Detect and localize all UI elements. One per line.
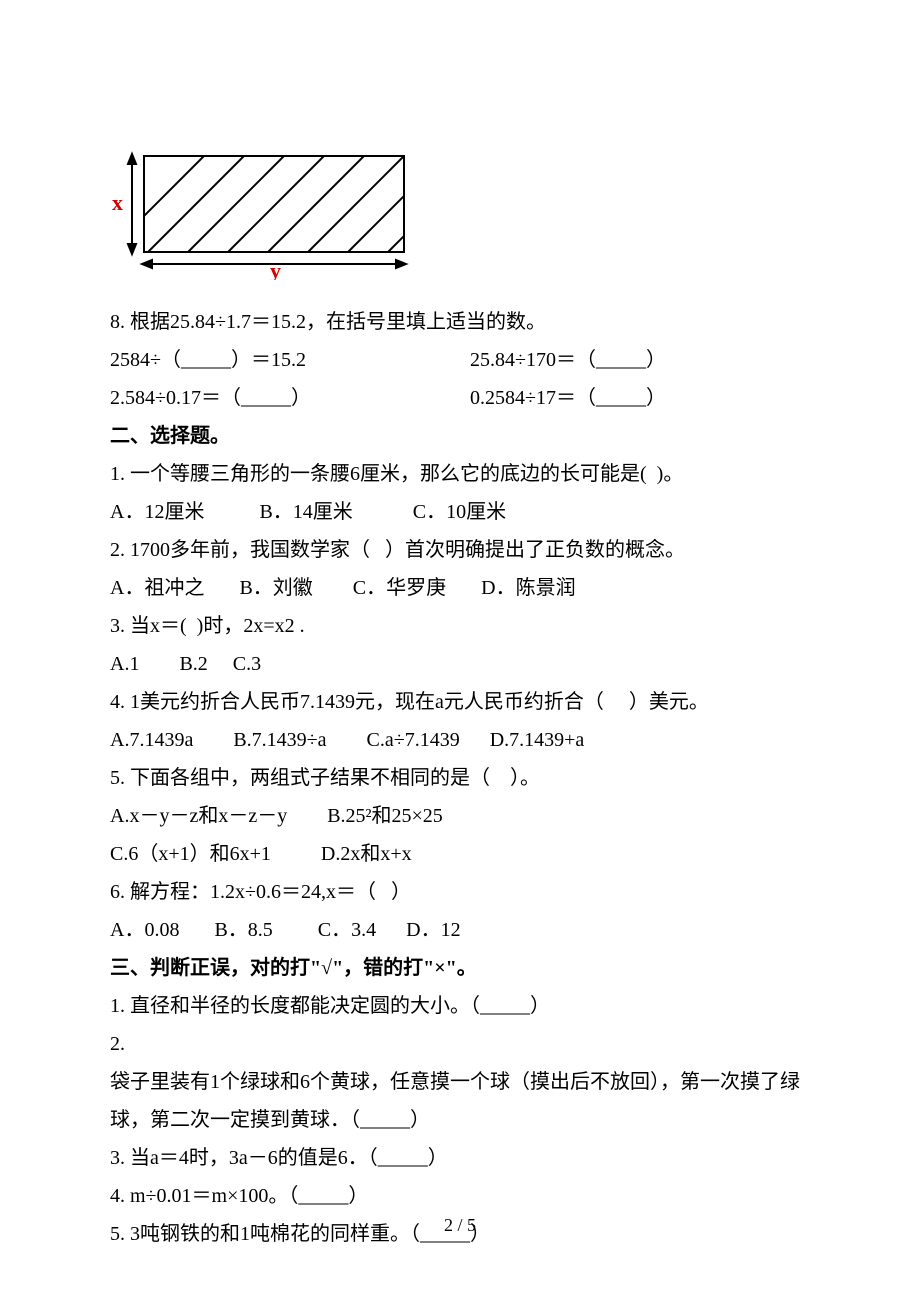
s2-item-3: 2. 1700多年前，我国数学家（ ）首次明确提出了正负数的概念。 xyxy=(110,531,810,569)
q8-text: 8. 根据25.84÷1.7＝15.2，在括号里填上适当的数。 xyxy=(110,303,810,341)
page-footer: 2 / 5 xyxy=(0,1208,920,1242)
s2-item-7: 4. 1美元约折合人民币7.1439元，现在a元人民币约折合（ ）美元。 xyxy=(110,683,810,721)
s2-item-1: 1. 一个等腰三角形的一条腰6厘米，那么它的底边的长可能是( )。 xyxy=(110,455,810,493)
s2-item-11: C.6（x+1）和6x+1 D.2x和x+x xyxy=(110,835,810,873)
s2-item-8: A.7.1439a B.7.1439÷a C.a÷7.1439 D.7.1439… xyxy=(110,721,810,759)
s2-item-2: A．12厘米 B．14厘米 C．10厘米 xyxy=(110,493,810,531)
s3-item-4: 3. 当a＝4时，3a－6的值是6．（_____） xyxy=(110,1139,810,1177)
s2-item-6: A.1 B.2 C.3 xyxy=(110,645,810,683)
q8-r1-right: 25.84÷170＝（_____） xyxy=(470,341,666,379)
s3-item-2: 2. xyxy=(110,1025,810,1063)
s2-item-9: 5. 下面各组中，两组式子结果不相同的是（ ）。 xyxy=(110,759,810,797)
q8-r1-left: 2584÷（_____）＝15.2 xyxy=(110,341,470,379)
s2-item-5: 3. 当x＝( )时，2x=x2 . xyxy=(110,607,810,645)
s3-item-1: 1. 直径和半径的长度都能决定圆的大小。（_____） xyxy=(110,987,810,1025)
section3-heading: 三、判断正误，对的打"√"，错的打"×"。 xyxy=(110,949,810,987)
s3-item-3: 袋子里装有1个绿球和6个黄球，任意摸一个球（摸出后不放回），第一次摸了绿球，第二… xyxy=(110,1063,810,1139)
diagram-x-label: x xyxy=(112,190,123,215)
s2-item-12: 6. 解方程：1.2x÷0.6＝24,x＝（ ） xyxy=(110,873,810,911)
q8-r2-left: 2.584÷0.17＝（_____） xyxy=(110,379,470,417)
s2-item-10: A.x－y－z和x－z－y B.25²和25×25 xyxy=(110,797,810,835)
q8-r2-right: 0.2584÷17＝（_____） xyxy=(470,379,666,417)
s2-item-13: A．0.08 B．8.5 C．3.4 D．12 xyxy=(110,911,810,949)
diagram-y-label: y xyxy=(270,258,281,280)
s2-item-4: A．祖冲之 B．刘徽 C．华罗庚 D．陈景润 xyxy=(110,569,810,607)
rectangle-diagram: x y xyxy=(110,150,810,293)
section2-heading: 二、选择题。 xyxy=(110,417,810,455)
